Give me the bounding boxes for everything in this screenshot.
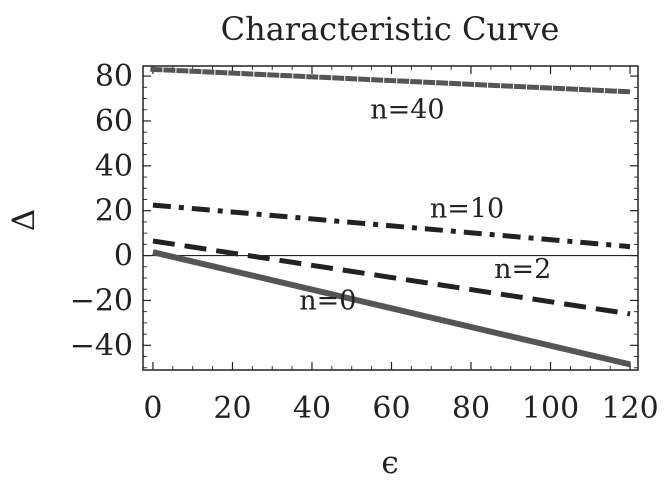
x-tick-label: 100 xyxy=(522,391,579,426)
series-line-n10 xyxy=(152,202,631,250)
x-tick-label: 60 xyxy=(372,391,410,426)
plot-content: n=0 n=2 n=10 n=40 xyxy=(143,66,638,368)
series-label-n40: n=40 xyxy=(370,95,444,126)
y-tick-label: 60 xyxy=(95,104,133,139)
series-label-n10: n=10 xyxy=(430,193,504,224)
series-line-n40 xyxy=(150,66,633,95)
y-tick-label: 0 xyxy=(114,239,133,274)
chart-title: Characteristic Curve xyxy=(221,10,560,48)
y-tick-label: 20 xyxy=(95,194,133,229)
x-tick-label: 0 xyxy=(143,391,162,426)
y-tick-label: −40 xyxy=(70,328,133,363)
series-line-n2 xyxy=(152,238,631,317)
y-tick-label: 80 xyxy=(95,59,133,94)
x-tick-label: 40 xyxy=(293,391,331,426)
y-axis-label: Δ xyxy=(6,209,42,231)
x-tick-label: 120 xyxy=(601,391,658,426)
y-tick-label: −20 xyxy=(70,283,133,318)
x-axis-label: ϵ xyxy=(381,445,398,481)
plot-frame: 0 20 40 60 80 100 120 80 60 40 20 0 −20 −40 xyxy=(70,59,659,426)
series-label-n2: n=2 xyxy=(494,254,551,285)
y-tick-label: 40 xyxy=(95,149,133,184)
series-line-n0 xyxy=(152,249,631,368)
plot-border xyxy=(142,65,639,371)
series-label-n0: n=0 xyxy=(299,285,356,316)
x-tick-label: 80 xyxy=(452,391,490,426)
x-tick-label: 20 xyxy=(213,391,251,426)
